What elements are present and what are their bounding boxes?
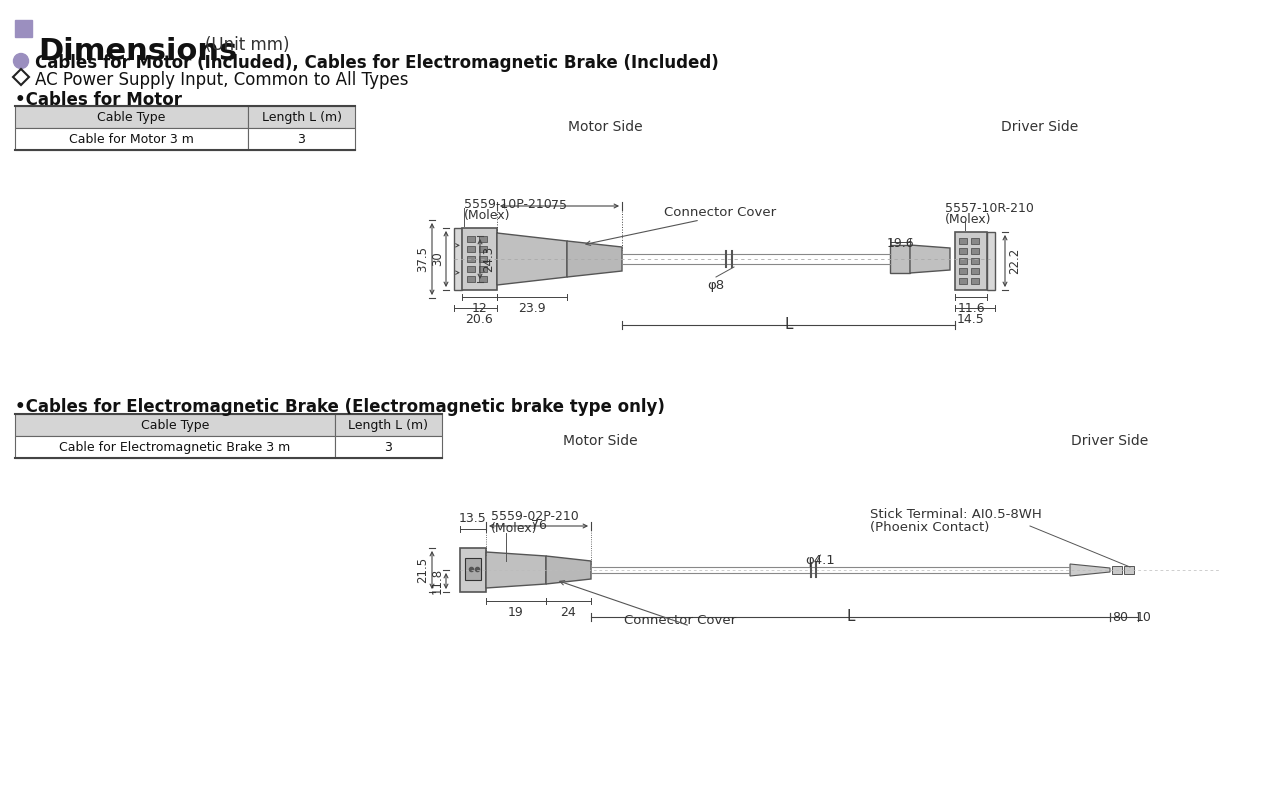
Bar (959, 238, 966, 244)
Bar (465, 558, 481, 580)
Text: 5557-10R-210: 5557-10R-210 (945, 202, 1034, 215)
Text: 19.6: 19.6 (886, 237, 914, 250)
Text: Cable Type: Cable Type (97, 111, 165, 123)
Bar (959, 278, 966, 284)
Text: 5559-10P-210: 5559-10P-210 (465, 198, 552, 211)
Bar (248, 106, 355, 128)
Text: (Molex): (Molex) (492, 522, 538, 535)
Text: 12: 12 (471, 302, 488, 315)
Text: 14.5: 14.5 (957, 313, 984, 326)
Text: AC Power Supply Input, Common to All Types: AC Power Supply Input, Common to All Typ… (35, 71, 408, 89)
Bar (972, 258, 979, 264)
Bar (890, 245, 910, 273)
Text: Cables for Motor (Included), Cables for Electromagnetic Brake (Included): Cables for Motor (Included), Cables for … (35, 54, 719, 72)
Text: 37.5: 37.5 (416, 246, 429, 272)
Text: Driver Side: Driver Side (1001, 120, 1079, 134)
Bar (959, 258, 966, 264)
Bar (1124, 566, 1134, 574)
Bar (467, 236, 475, 242)
Bar (467, 276, 475, 282)
Polygon shape (567, 241, 622, 277)
Polygon shape (910, 245, 950, 273)
Bar (15, 20, 32, 37)
Bar (959, 268, 966, 274)
Text: 75: 75 (552, 199, 567, 212)
Bar (467, 246, 475, 252)
Circle shape (14, 53, 28, 68)
Text: Stick Terminal: AI0.5-8WH: Stick Terminal: AI0.5-8WH (870, 508, 1042, 521)
Bar (479, 246, 486, 252)
Text: 23.9: 23.9 (518, 302, 545, 315)
Bar (955, 232, 987, 290)
Text: 20.6: 20.6 (466, 313, 493, 326)
Text: φ4.1: φ4.1 (805, 554, 836, 567)
Text: L: L (785, 317, 792, 332)
Text: 19: 19 (508, 606, 524, 619)
Text: Length L (m): Length L (m) (348, 418, 429, 432)
Bar (467, 266, 475, 272)
Text: φ8: φ8 (708, 279, 724, 292)
Bar (959, 248, 966, 254)
Text: Cable for Motor 3 m: Cable for Motor 3 m (69, 133, 195, 145)
Text: •Cables for Electromagnetic Brake (Electromagnetic brake type only): •Cables for Electromagnetic Brake (Elect… (15, 398, 664, 416)
Bar (972, 238, 979, 244)
Bar (335, 414, 442, 436)
Text: (Molex): (Molex) (945, 213, 992, 226)
Bar (987, 232, 995, 290)
Polygon shape (497, 233, 567, 285)
Bar (15, 106, 248, 128)
Bar (1112, 566, 1123, 574)
Text: 3: 3 (297, 133, 306, 145)
Bar (15, 128, 248, 150)
Bar (479, 266, 486, 272)
Text: (Molex): (Molex) (465, 209, 511, 222)
Text: L: L (846, 609, 855, 624)
Text: Connector Cover: Connector Cover (664, 206, 776, 219)
Polygon shape (486, 552, 547, 588)
Bar (479, 256, 486, 262)
Text: Motor Side: Motor Side (563, 434, 637, 448)
Text: 24: 24 (561, 606, 576, 619)
Text: 21.5: 21.5 (416, 557, 429, 583)
Bar (972, 268, 979, 274)
Text: Length L (m): Length L (m) (261, 111, 342, 123)
Bar (479, 236, 486, 242)
Text: Cable Type: Cable Type (141, 418, 209, 432)
Text: 22.2: 22.2 (1009, 248, 1021, 274)
Text: •Cables for Motor: •Cables for Motor (15, 91, 182, 109)
Polygon shape (1070, 564, 1110, 576)
Text: Driver Side: Driver Side (1071, 434, 1148, 448)
Text: 76: 76 (531, 519, 547, 532)
Bar (15, 414, 335, 436)
Text: 13.5: 13.5 (460, 512, 486, 525)
Text: 30: 30 (431, 252, 444, 266)
Text: Motor Side: Motor Side (568, 120, 643, 134)
Bar (15, 436, 335, 458)
Bar (479, 276, 486, 282)
Bar (462, 228, 497, 290)
Bar (467, 256, 475, 262)
Text: 80: 80 (1112, 611, 1128, 624)
Polygon shape (547, 556, 591, 584)
Bar (454, 228, 462, 290)
Text: 5559-02P-210: 5559-02P-210 (492, 510, 579, 523)
Text: 10: 10 (1137, 611, 1152, 624)
Text: Cable for Electromagnetic Brake 3 m: Cable for Electromagnetic Brake 3 m (59, 440, 291, 453)
Text: Connector Cover: Connector Cover (623, 614, 736, 627)
Bar (335, 436, 442, 458)
Text: 11.8: 11.8 (431, 568, 444, 594)
Bar (972, 248, 979, 254)
Text: 11.6: 11.6 (957, 302, 984, 315)
Text: Dimensions: Dimensions (38, 37, 237, 66)
Bar (248, 128, 355, 150)
Text: (Unit mm): (Unit mm) (205, 36, 289, 54)
Text: 24.3: 24.3 (483, 246, 495, 272)
Text: 3: 3 (384, 440, 393, 453)
Bar (460, 548, 486, 592)
Text: (Phoenix Contact): (Phoenix Contact) (870, 521, 989, 534)
Bar (972, 278, 979, 284)
